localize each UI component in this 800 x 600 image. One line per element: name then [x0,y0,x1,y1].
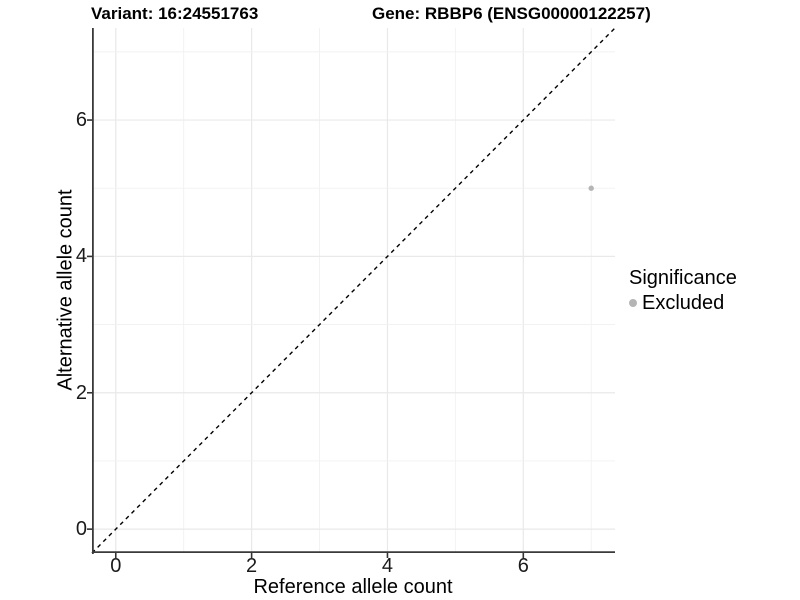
identity-dashed-line [91,27,616,554]
legend-point-icon [629,299,637,307]
y-tick-label: 0 [75,518,87,541]
y-axis-title: Alternative allele count [54,189,77,391]
legend: Significance Excluded [629,266,737,315]
plot-canvas [87,27,616,558]
y-tick-label: 2 [75,381,87,404]
x-axis-title: Reference allele count [253,576,453,598]
x-tick-label: 0 [110,555,122,577]
legend-item-label: Excluded [642,292,725,314]
y-tick-label: 4 [75,245,87,268]
x-tick-label: 4 [381,555,394,577]
x-tick-label: 2 [246,555,258,577]
legend-item-excluded: Excluded [629,291,737,315]
plot-panel [87,27,616,558]
gene-title: Gene: RBBP6 (ENSG00000122257) [372,4,651,23]
x-tick-label: 6 [517,555,529,577]
y-tick-label: 6 [75,109,87,132]
legend-title: Significance [629,267,737,289]
data-point [588,185,594,191]
variant-title: Variant: 16:24551763 [91,4,259,23]
